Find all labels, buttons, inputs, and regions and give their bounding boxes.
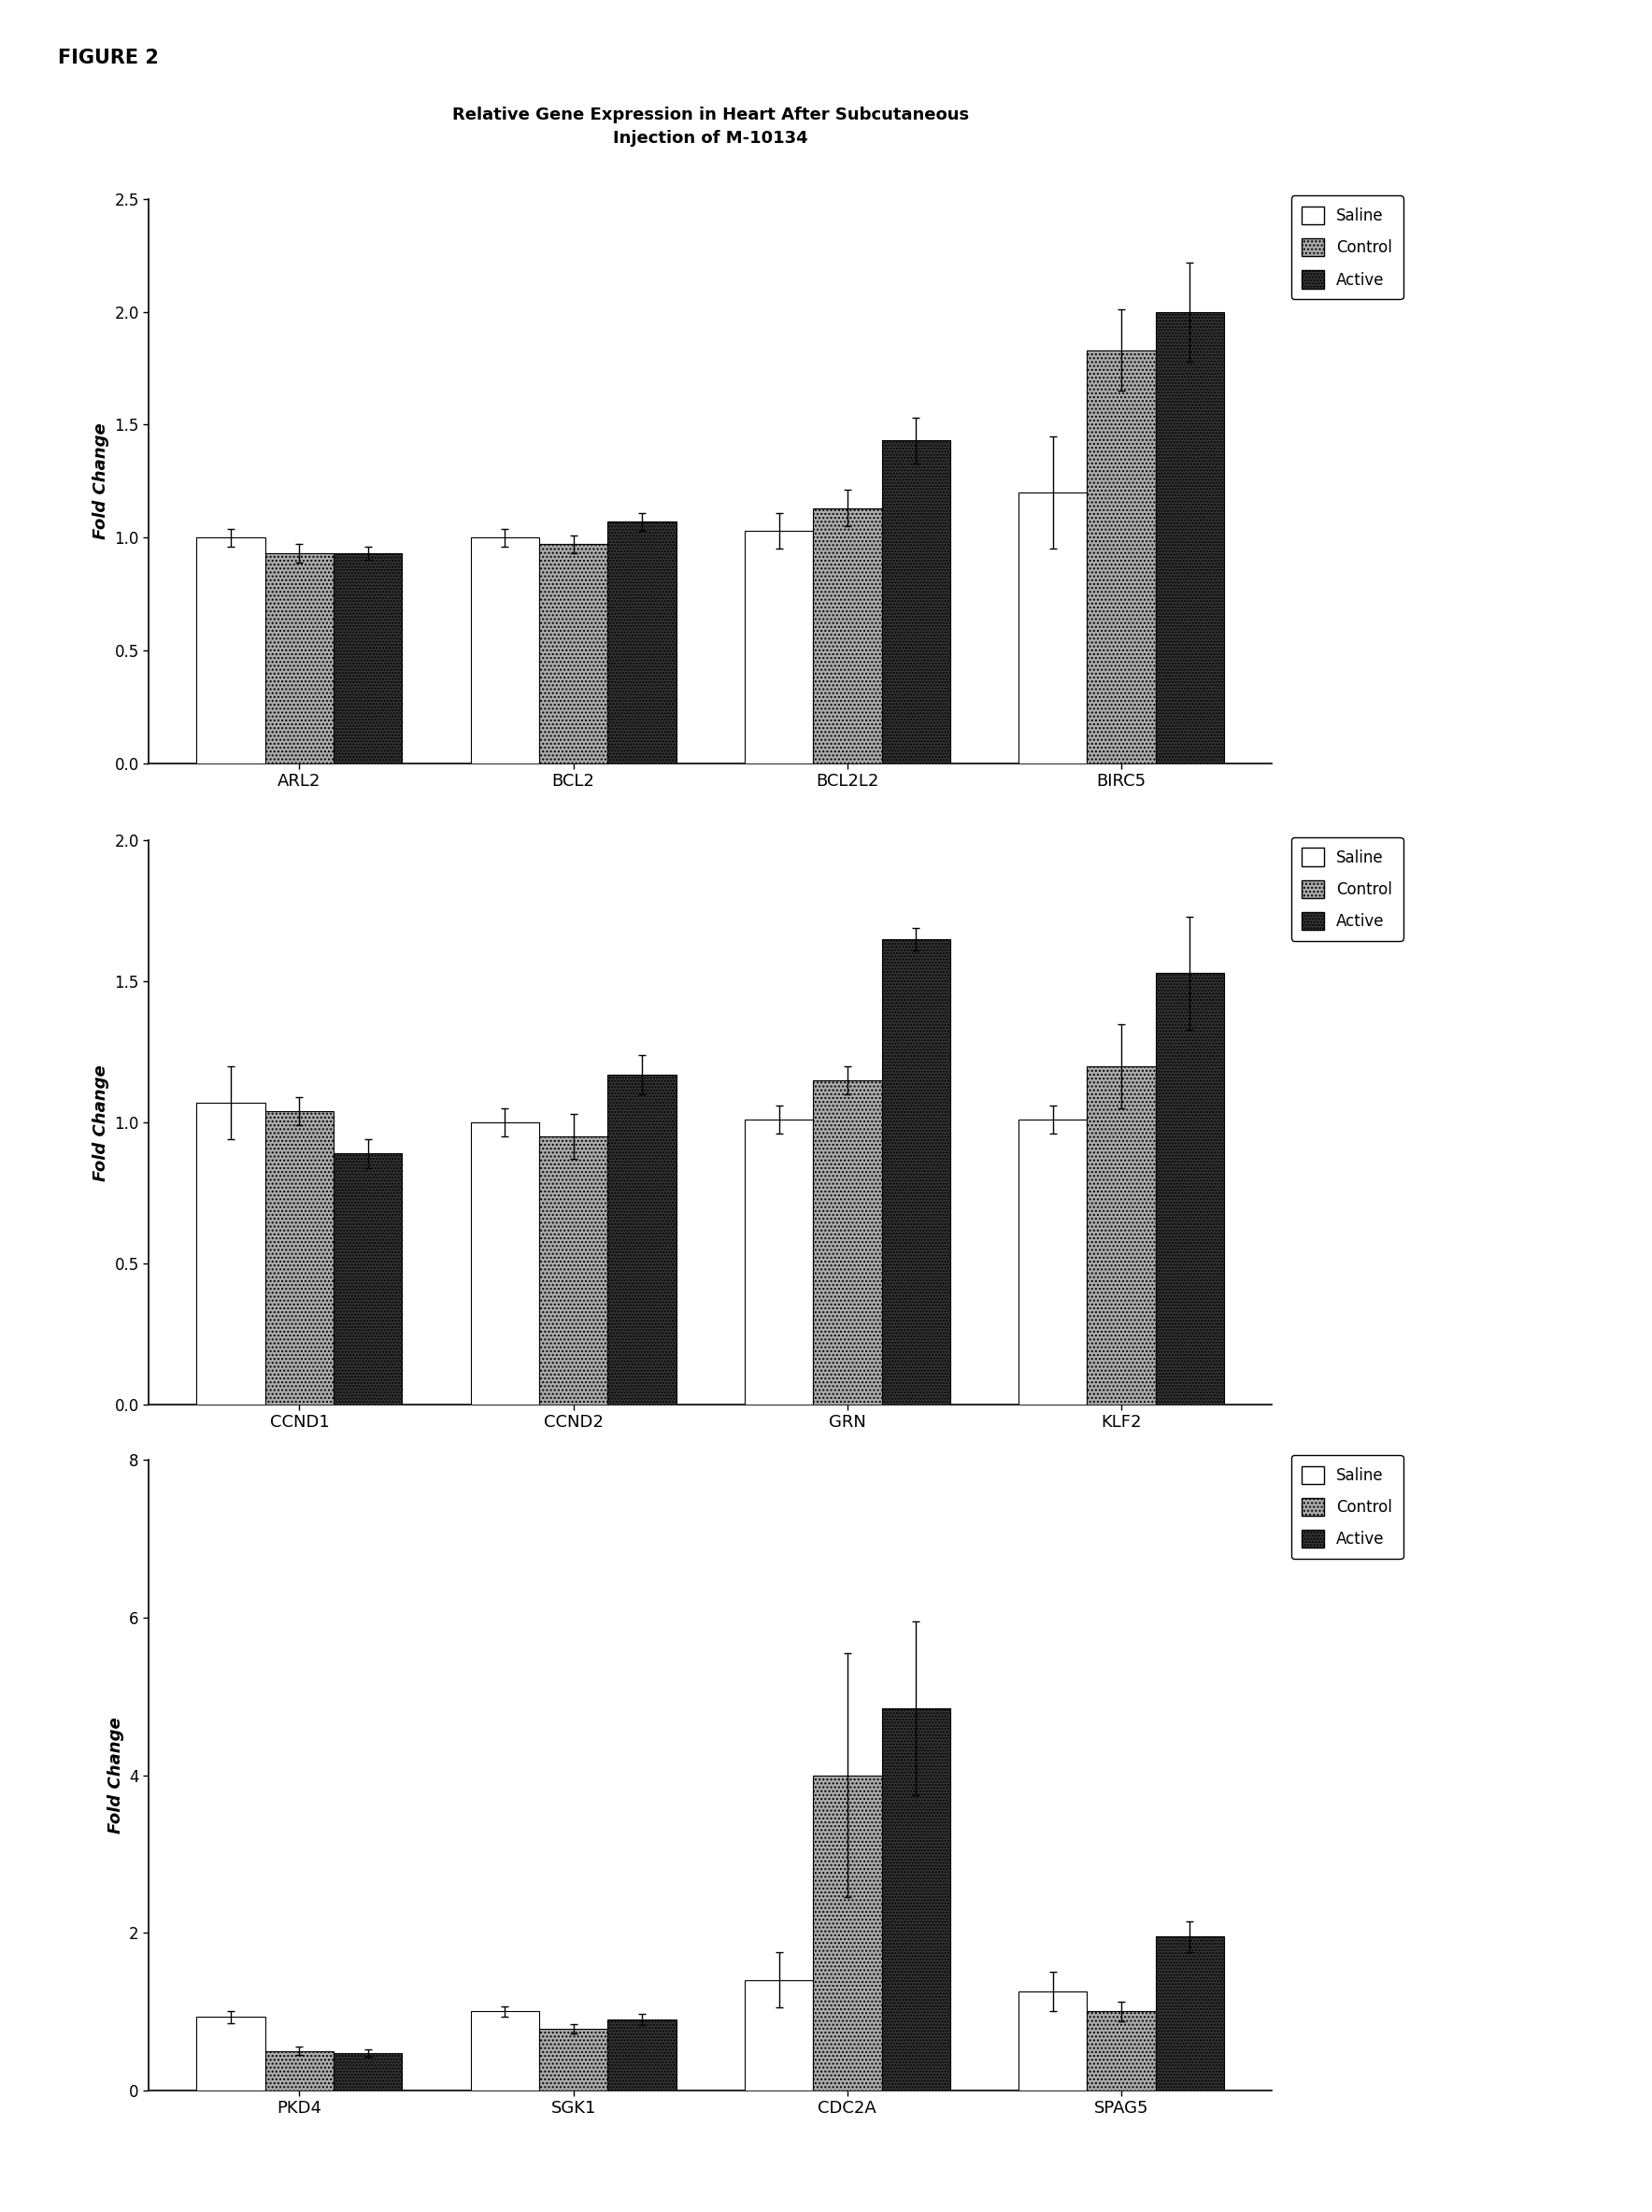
- Bar: [264, 1110, 334, 1405]
- Y-axis label: Fold Change: Fold Change: [93, 422, 109, 540]
- Y-axis label: Fold Change: Fold Change: [93, 1064, 109, 1181]
- Bar: [1087, 2011, 1156, 2090]
- Bar: [1019, 1991, 1087, 2090]
- Bar: [197, 538, 264, 763]
- Legend: Saline, Control, Active: Saline, Control, Active: [1292, 195, 1403, 299]
- Bar: [813, 1774, 882, 2090]
- Bar: [539, 2028, 608, 2090]
- Bar: [197, 2017, 264, 2090]
- Bar: [608, 2020, 676, 2090]
- Bar: [1087, 1066, 1156, 1405]
- Bar: [471, 2011, 539, 2090]
- Bar: [264, 2051, 334, 2090]
- Bar: [1019, 1119, 1087, 1405]
- Text: Relative Gene Expression in Heart After Subcutaneous
Injection of M-10134: Relative Gene Expression in Heart After …: [453, 106, 968, 146]
- Bar: [882, 940, 950, 1405]
- Bar: [745, 1119, 813, 1405]
- Legend: Saline, Control, Active: Saline, Control, Active: [1292, 836, 1403, 940]
- Text: FIGURE 2: FIGURE 2: [58, 49, 159, 66]
- Bar: [882, 440, 950, 763]
- Bar: [334, 553, 401, 763]
- Bar: [1156, 312, 1224, 763]
- Bar: [334, 1155, 401, 1405]
- Bar: [608, 1075, 676, 1405]
- Bar: [471, 538, 539, 763]
- Bar: [1156, 973, 1224, 1405]
- Bar: [197, 1104, 264, 1405]
- Bar: [539, 544, 608, 763]
- Legend: Saline, Control, Active: Saline, Control, Active: [1292, 1455, 1403, 1559]
- Bar: [745, 1980, 813, 2090]
- Bar: [264, 553, 334, 763]
- Bar: [882, 1708, 950, 2090]
- Bar: [813, 509, 882, 763]
- Bar: [745, 531, 813, 763]
- Bar: [1019, 493, 1087, 763]
- Bar: [608, 522, 676, 763]
- Bar: [1087, 349, 1156, 763]
- Bar: [539, 1137, 608, 1405]
- Bar: [813, 1079, 882, 1405]
- Y-axis label: Fold Change: Fold Change: [107, 1717, 124, 1834]
- Bar: [1156, 1938, 1224, 2090]
- Bar: [471, 1124, 539, 1405]
- Bar: [334, 2053, 401, 2090]
